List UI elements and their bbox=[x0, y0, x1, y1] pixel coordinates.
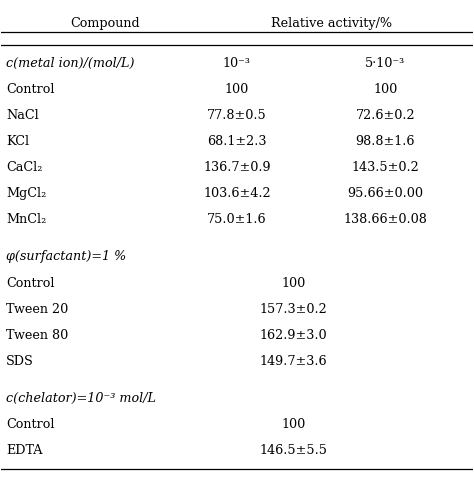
Text: 100: 100 bbox=[225, 83, 249, 96]
Text: Control: Control bbox=[6, 276, 55, 290]
Text: 143.5±0.2: 143.5±0.2 bbox=[352, 161, 419, 174]
Text: 75.0±1.6: 75.0±1.6 bbox=[207, 213, 267, 226]
Text: 146.5±5.5: 146.5±5.5 bbox=[260, 444, 328, 457]
Text: SDS: SDS bbox=[6, 355, 34, 368]
Text: φ(surfactant)=1 %: φ(surfactant)=1 % bbox=[6, 250, 127, 263]
Text: 5·10⁻³: 5·10⁻³ bbox=[365, 57, 406, 69]
Text: KCl: KCl bbox=[6, 135, 29, 148]
Text: 68.1±2.3: 68.1±2.3 bbox=[207, 135, 267, 148]
Text: Control: Control bbox=[6, 418, 55, 431]
Text: Tween 20: Tween 20 bbox=[6, 303, 68, 315]
Text: 95.66±0.00: 95.66±0.00 bbox=[347, 187, 423, 200]
Text: EDTA: EDTA bbox=[6, 444, 43, 457]
Text: 136.7±0.9: 136.7±0.9 bbox=[203, 161, 271, 174]
Text: 100: 100 bbox=[282, 276, 306, 290]
Text: MgCl₂: MgCl₂ bbox=[6, 187, 46, 200]
Text: 72.6±0.2: 72.6±0.2 bbox=[356, 109, 415, 122]
Text: Relative activity/%: Relative activity/% bbox=[271, 17, 392, 30]
Text: c(metal ion)/(mol/L): c(metal ion)/(mol/L) bbox=[6, 57, 135, 69]
Text: Control: Control bbox=[6, 83, 55, 96]
Text: NaCl: NaCl bbox=[6, 109, 39, 122]
Text: c(chelator)=10⁻³ mol/L: c(chelator)=10⁻³ mol/L bbox=[6, 392, 156, 405]
Text: 138.66±0.08: 138.66±0.08 bbox=[344, 213, 428, 226]
Text: 103.6±4.2: 103.6±4.2 bbox=[203, 187, 271, 200]
Text: 10⁻³: 10⁻³ bbox=[223, 57, 251, 69]
Text: CaCl₂: CaCl₂ bbox=[6, 161, 43, 174]
Text: Tween 80: Tween 80 bbox=[6, 329, 68, 342]
Text: MnCl₂: MnCl₂ bbox=[6, 213, 46, 226]
Text: 157.3±0.2: 157.3±0.2 bbox=[260, 303, 328, 315]
Text: 100: 100 bbox=[282, 418, 306, 431]
Text: 100: 100 bbox=[374, 83, 398, 96]
Text: 77.8±0.5: 77.8±0.5 bbox=[207, 109, 267, 122]
Text: Compound: Compound bbox=[70, 17, 140, 30]
Text: 162.9±3.0: 162.9±3.0 bbox=[260, 329, 328, 342]
Text: 98.8±1.6: 98.8±1.6 bbox=[356, 135, 415, 148]
Text: 149.7±3.6: 149.7±3.6 bbox=[260, 355, 328, 368]
